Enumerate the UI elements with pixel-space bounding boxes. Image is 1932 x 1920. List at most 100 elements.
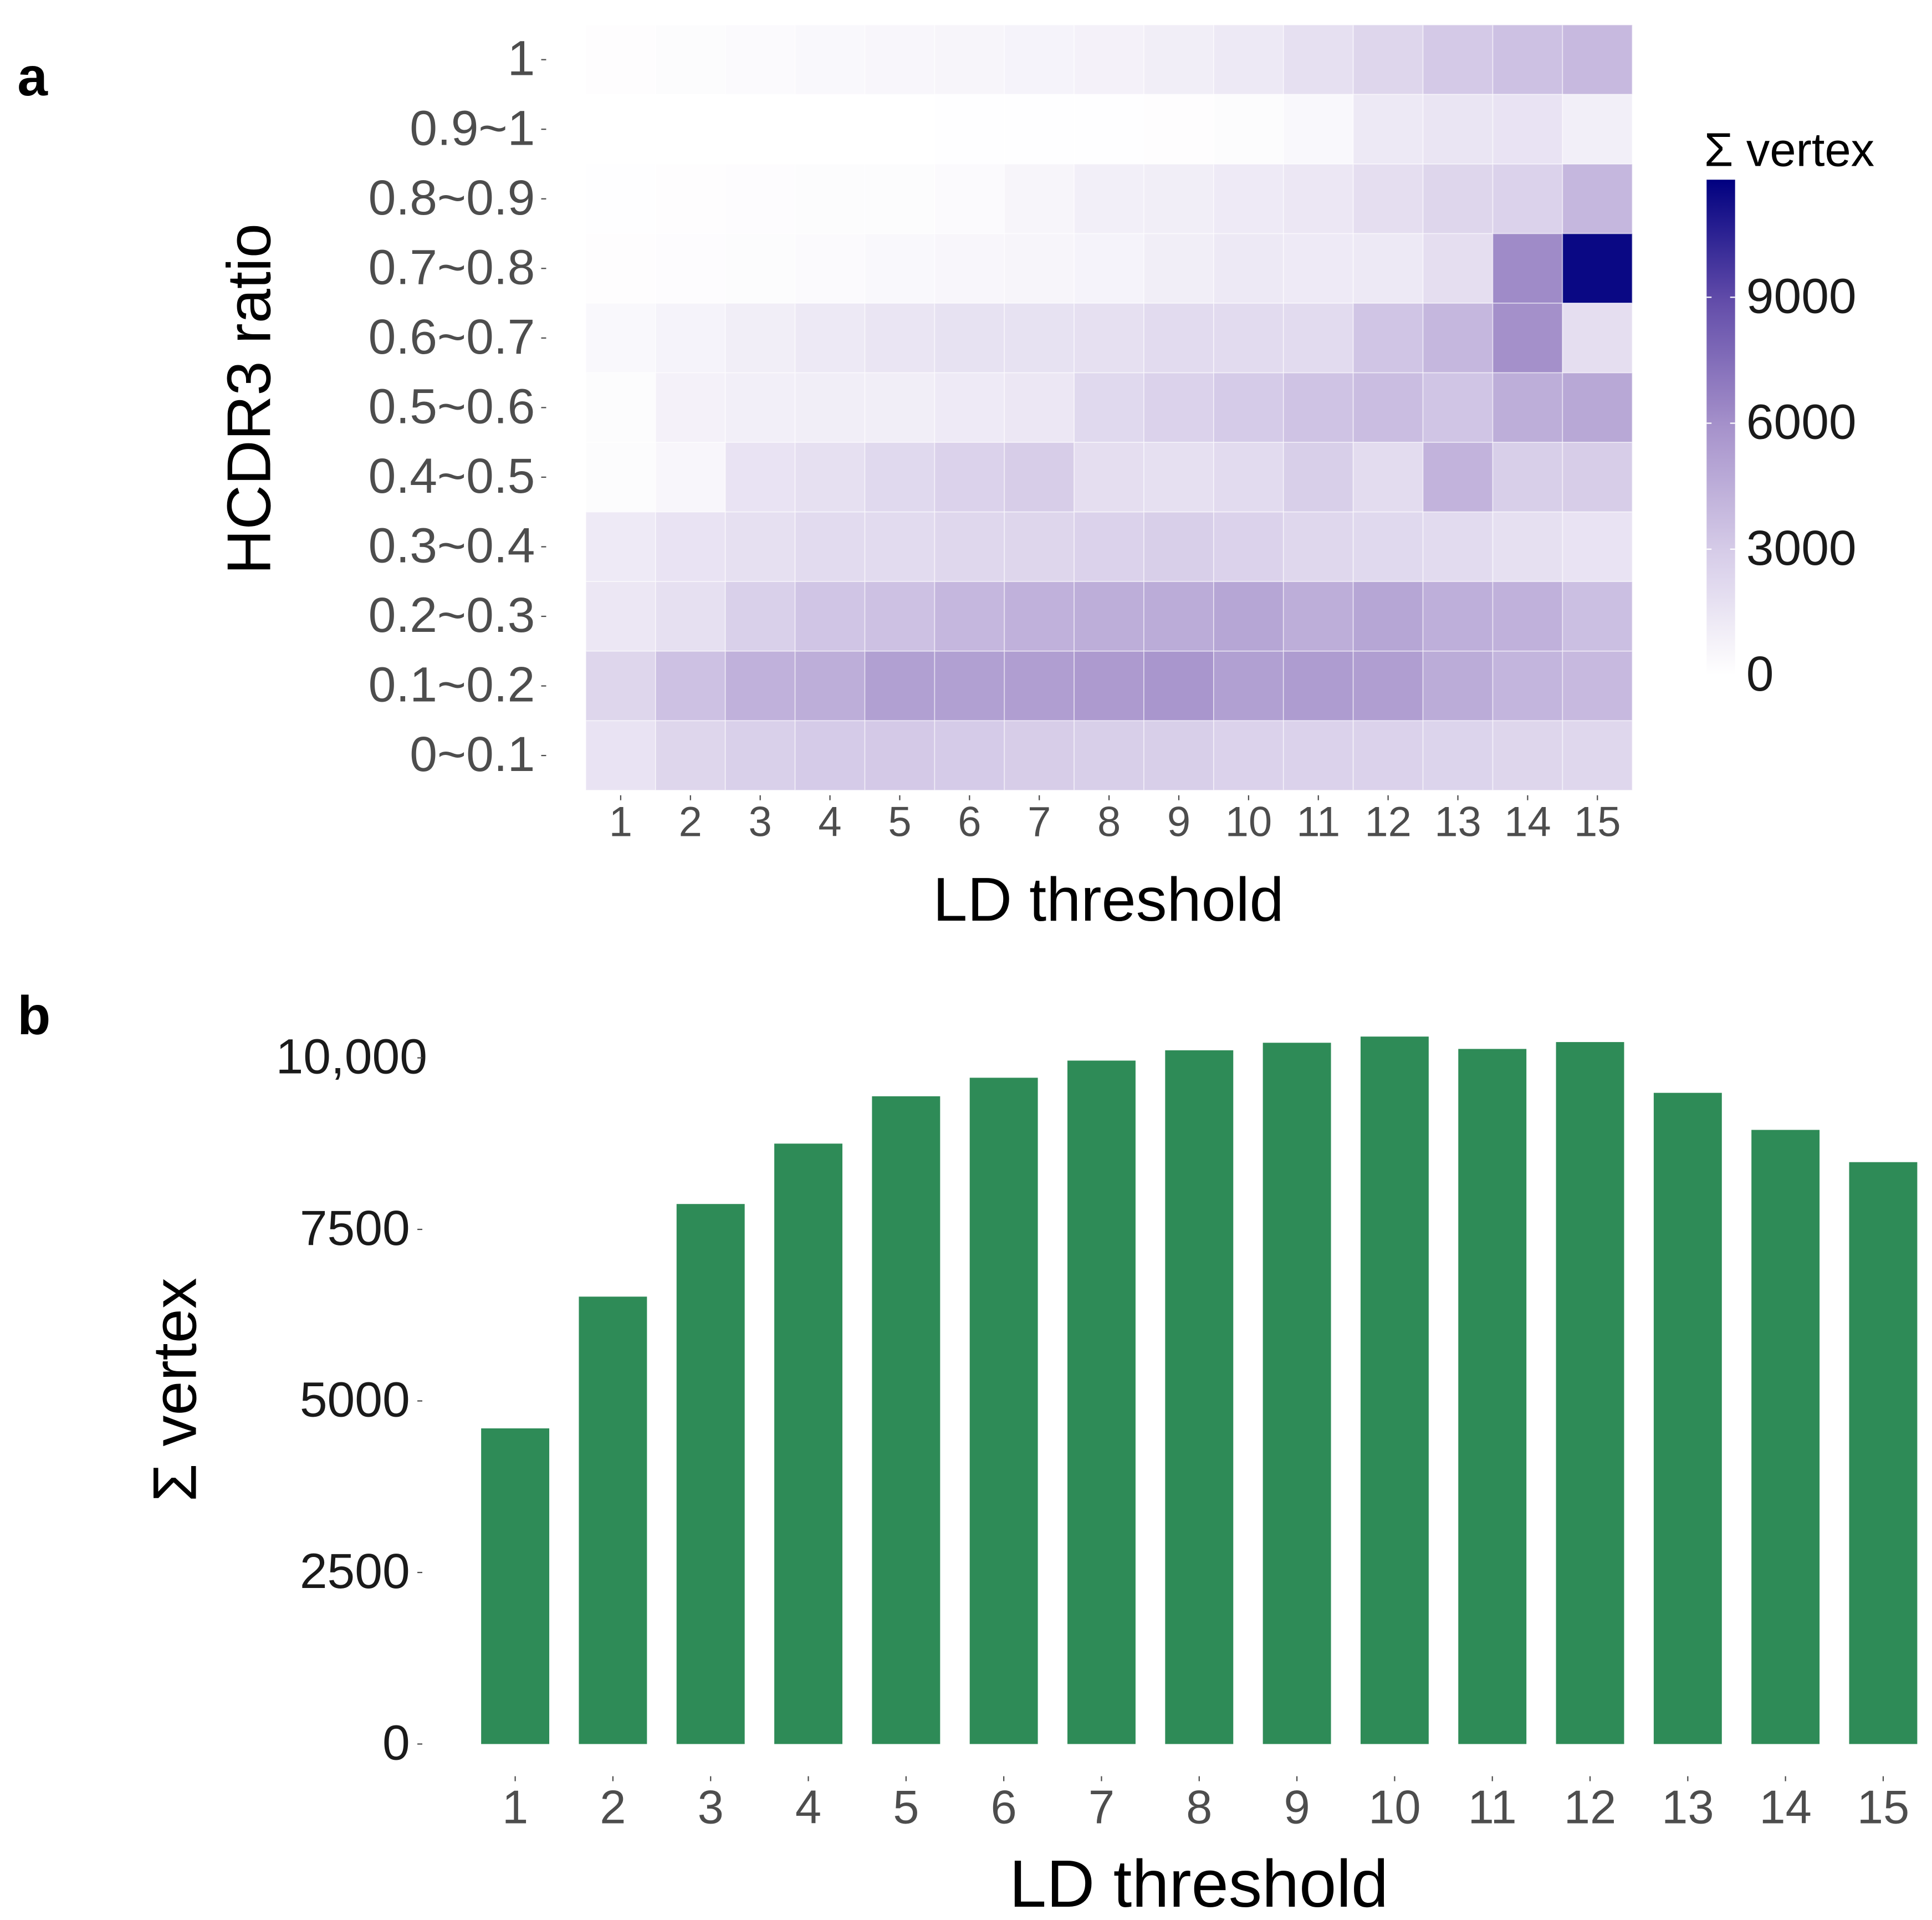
heatmap-cell — [724, 24, 796, 95]
heatmap-cell — [1492, 650, 1563, 722]
heatmap-x-axis-title: LD threshold — [933, 865, 1284, 934]
heatmap-cell — [1074, 650, 1144, 722]
heatmap-cell — [655, 94, 726, 165]
heatmap-cell — [585, 233, 656, 304]
heatmap-cell — [1352, 720, 1424, 791]
heatmap-cell — [934, 233, 1005, 304]
heatmap-cell — [934, 720, 1005, 791]
heatmap-x-tick-label: 7 — [1028, 798, 1051, 845]
bar — [774, 1143, 842, 1744]
heatmap-cell — [1562, 650, 1633, 722]
heatmap-cell — [794, 442, 866, 513]
heatmap-cell — [1282, 164, 1354, 234]
bar-x-tick-label: 2 — [600, 1781, 626, 1834]
heatmap-cell — [1352, 511, 1424, 583]
heatmap-cell — [1074, 24, 1144, 95]
heatmap-cell — [1492, 24, 1563, 95]
heatmap-cell — [585, 720, 656, 791]
bar-x-tick-label: 10 — [1368, 1781, 1420, 1834]
heatmap-cell — [1282, 233, 1354, 304]
heatmap-x-tick-label: 9 — [1167, 798, 1190, 845]
heatmap-cell — [1074, 581, 1144, 652]
heatmap-cell — [1282, 720, 1354, 791]
heatmap-cell — [655, 233, 726, 304]
colorbar-tick-label: 3000 — [1746, 520, 1857, 575]
heatmap-cell — [1213, 94, 1284, 165]
bar — [1849, 1162, 1918, 1744]
heatmap-cell — [1422, 372, 1494, 443]
heatmap-cell — [1422, 442, 1494, 513]
heatmap-cell — [864, 24, 936, 95]
heatmap-x-tick-label: 1 — [609, 798, 632, 845]
heatmap-cell — [864, 442, 936, 513]
heatmap-cell — [1492, 303, 1563, 374]
heatmap-cell — [1282, 650, 1354, 722]
heatmap-cell — [1282, 442, 1354, 513]
bar-x-tick-label: 9 — [1284, 1781, 1310, 1834]
heatmap-cell — [1004, 164, 1075, 234]
heatmap-cell — [1352, 442, 1424, 513]
heatmap-cell — [1074, 94, 1144, 165]
heatmap-cell — [794, 581, 866, 652]
heatmap-cell — [1352, 372, 1424, 443]
heatmap-x-tick-label: 4 — [818, 798, 841, 845]
heatmap-cell — [1562, 164, 1633, 234]
heatmap-cell — [1143, 372, 1214, 443]
heatmap-cell — [1562, 24, 1633, 95]
bar — [676, 1204, 745, 1744]
heatmap-cell — [1562, 442, 1633, 513]
heatmap-cell — [1282, 24, 1354, 95]
heatmap-cell — [724, 94, 796, 165]
heatmap-cell — [655, 442, 726, 513]
heatmap-cell — [585, 372, 656, 443]
heatmap-cell — [1004, 94, 1075, 165]
bar-y-tick-label: 2500 — [300, 1543, 410, 1599]
heatmap-cell — [585, 511, 656, 583]
heatmap-cell — [864, 164, 936, 234]
bar — [1360, 1036, 1429, 1744]
heatmap-cell — [934, 650, 1005, 722]
heatmap-cell — [794, 24, 866, 95]
heatmap-cell — [1143, 233, 1214, 304]
heatmap-y-tick-label: 0.7~0.8 — [369, 239, 535, 294]
heatmap-cell — [1562, 581, 1633, 652]
heatmap-cell — [1492, 372, 1563, 443]
heatmap-cell — [864, 94, 936, 165]
bar — [1556, 1042, 1624, 1744]
heatmap-cell — [1004, 442, 1075, 513]
heatmap-cell — [1422, 24, 1494, 95]
heatmap-cell — [864, 372, 936, 443]
heatmap-cell — [1213, 233, 1284, 304]
heatmap-cell — [1492, 233, 1563, 304]
heatmap-cell — [1143, 581, 1214, 652]
bar-y-axis-title: Σ vertex — [140, 1278, 209, 1502]
heatmap-y-tick-label: 0.2~0.3 — [369, 587, 535, 642]
heatmap-cell — [794, 94, 866, 165]
heatmap-cell — [585, 164, 656, 234]
bar-x-tick-label: 6 — [991, 1781, 1017, 1834]
heatmap-cell — [1282, 303, 1354, 374]
heatmap-cell — [864, 233, 936, 304]
heatmap-cell — [724, 581, 796, 652]
heatmap-cell — [1213, 720, 1284, 791]
bar — [1165, 1050, 1234, 1744]
heatmap-cell — [1492, 442, 1563, 513]
heatmap: 1 0.9~1 0.8~0.9 0.7~0.8 0.6~0.7 0.5~0.6 0.4~0.… — [369, 24, 1633, 845]
heatmap-cell — [1492, 94, 1563, 165]
heatmap-cell — [724, 372, 796, 443]
heatmap-cell — [1074, 511, 1144, 583]
heatmap-cell — [724, 650, 796, 722]
heatmap-cell — [1074, 442, 1144, 513]
heatmap-cell — [1492, 511, 1563, 583]
heatmap-cell — [655, 511, 726, 583]
heatmap-cell — [1352, 94, 1424, 165]
heatmap-cell — [794, 650, 866, 722]
bar-x-tick-label: 15 — [1857, 1781, 1909, 1834]
heatmap-cell — [934, 442, 1005, 513]
bar — [1458, 1049, 1527, 1744]
heatmap-cell — [655, 720, 726, 791]
heatmap-cell — [934, 24, 1005, 95]
heatmap-cell — [585, 442, 656, 513]
